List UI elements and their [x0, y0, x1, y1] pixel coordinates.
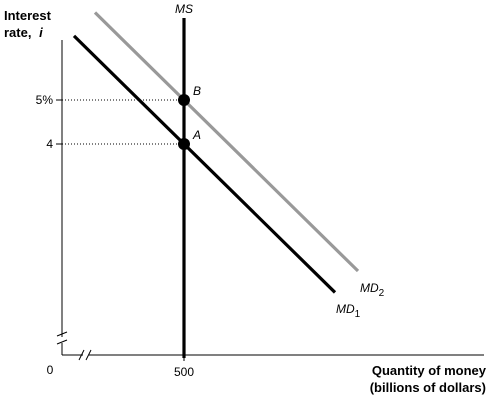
md2-label: MD2 — [360, 281, 385, 299]
x-origin-label: 0 — [47, 363, 54, 377]
curve-label-subscript: 2 — [379, 288, 385, 299]
x-axis-title-line1: Quantity of money — [372, 363, 487, 378]
y-tick-label: 4 — [46, 137, 53, 151]
ms-label: MS — [175, 2, 193, 16]
curves-layer — [72, 11, 360, 358]
y-axis-break — [56, 331, 68, 345]
curve-label-base: MD — [336, 302, 355, 316]
curve-label-subscript: 1 — [355, 309, 361, 320]
y-axis-title-symbol: i — [39, 25, 43, 40]
point-a — [178, 138, 190, 150]
y-axis-title-word: rate, — [4, 25, 31, 40]
points-layer — [178, 94, 190, 150]
md2-curve — [93, 11, 360, 273]
point-label-a: A — [192, 128, 201, 142]
x-axis-break — [78, 349, 92, 361]
point-label-b: B — [193, 84, 201, 98]
curve-label-base: MD — [360, 281, 379, 295]
x-tick-label: 500 — [174, 365, 194, 379]
y-tick-label: 5% — [36, 93, 54, 107]
md1-curve — [72, 34, 337, 294]
ticks-layer: 500 5% 4 — [36, 93, 195, 379]
x-axis-title-line2: (billions of dollars) — [370, 380, 486, 395]
y-axis-title-line1: Interest — [4, 8, 52, 23]
md1-label: MD1 — [336, 302, 361, 320]
point-b — [178, 94, 190, 106]
y-axis-title-line2: rate, i — [4, 25, 43, 40]
